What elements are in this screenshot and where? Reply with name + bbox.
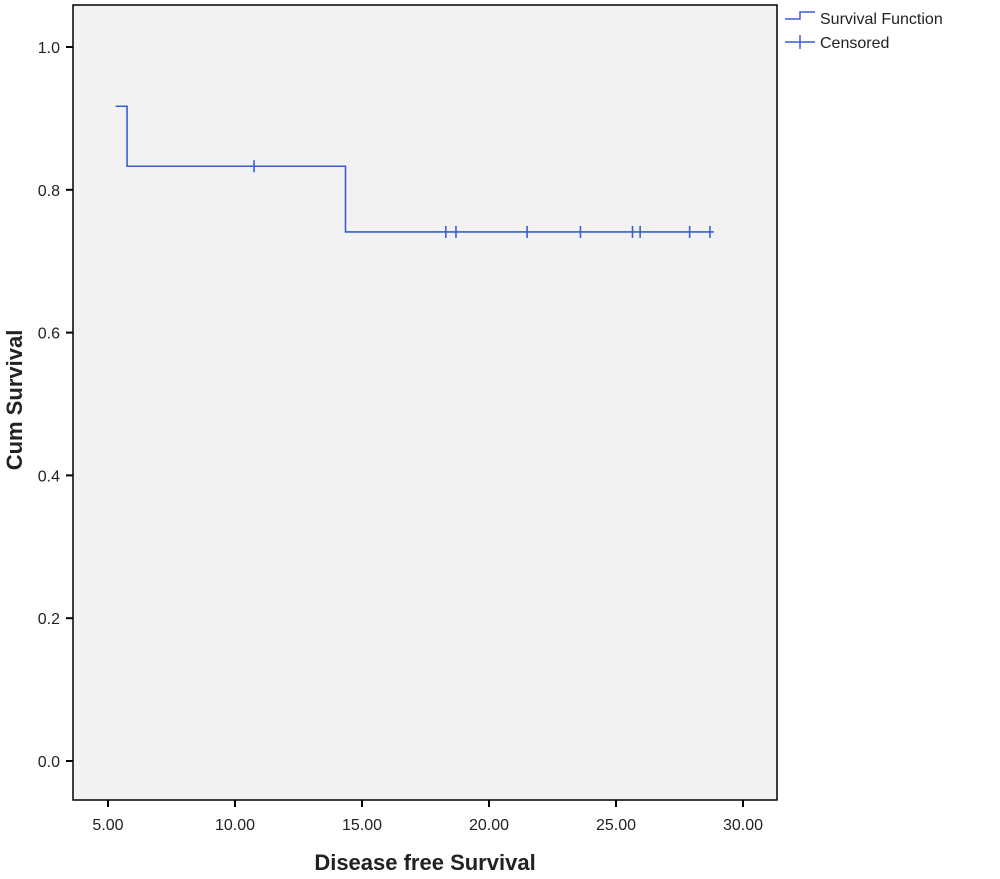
plot-area <box>72 4 778 801</box>
legend-survival-function-label: Survival Function <box>820 11 943 28</box>
x-tick-label: 20.00 <box>469 817 509 834</box>
y-tick-label: 1.0 <box>38 40 60 57</box>
legend-censored-label: Censored <box>820 35 889 52</box>
survival-function-line <box>115 105 714 233</box>
y-tick-label: 0.6 <box>38 326 60 343</box>
y-tick-label: 0.8 <box>38 183 60 200</box>
legend-survival-function-symbol <box>785 11 815 20</box>
y-tick-label: 0.0 <box>38 754 60 771</box>
x-axis-label: Disease free Survival <box>314 850 535 875</box>
legend: Survival Function Censored <box>785 11 943 52</box>
x-tick-label: 30.00 <box>723 817 763 834</box>
x-tick-label: 10.00 <box>215 817 255 834</box>
y-tick-label: 0.4 <box>38 468 60 485</box>
x-tick-label: 5.00 <box>92 817 123 834</box>
x-tick-label: 15.00 <box>342 817 382 834</box>
x-tick-label: 25.00 <box>596 817 636 834</box>
y-tick-label: 0.2 <box>38 611 60 628</box>
legend-censored-symbol <box>785 35 815 49</box>
y-axis-label: Cum Survival <box>2 330 27 471</box>
